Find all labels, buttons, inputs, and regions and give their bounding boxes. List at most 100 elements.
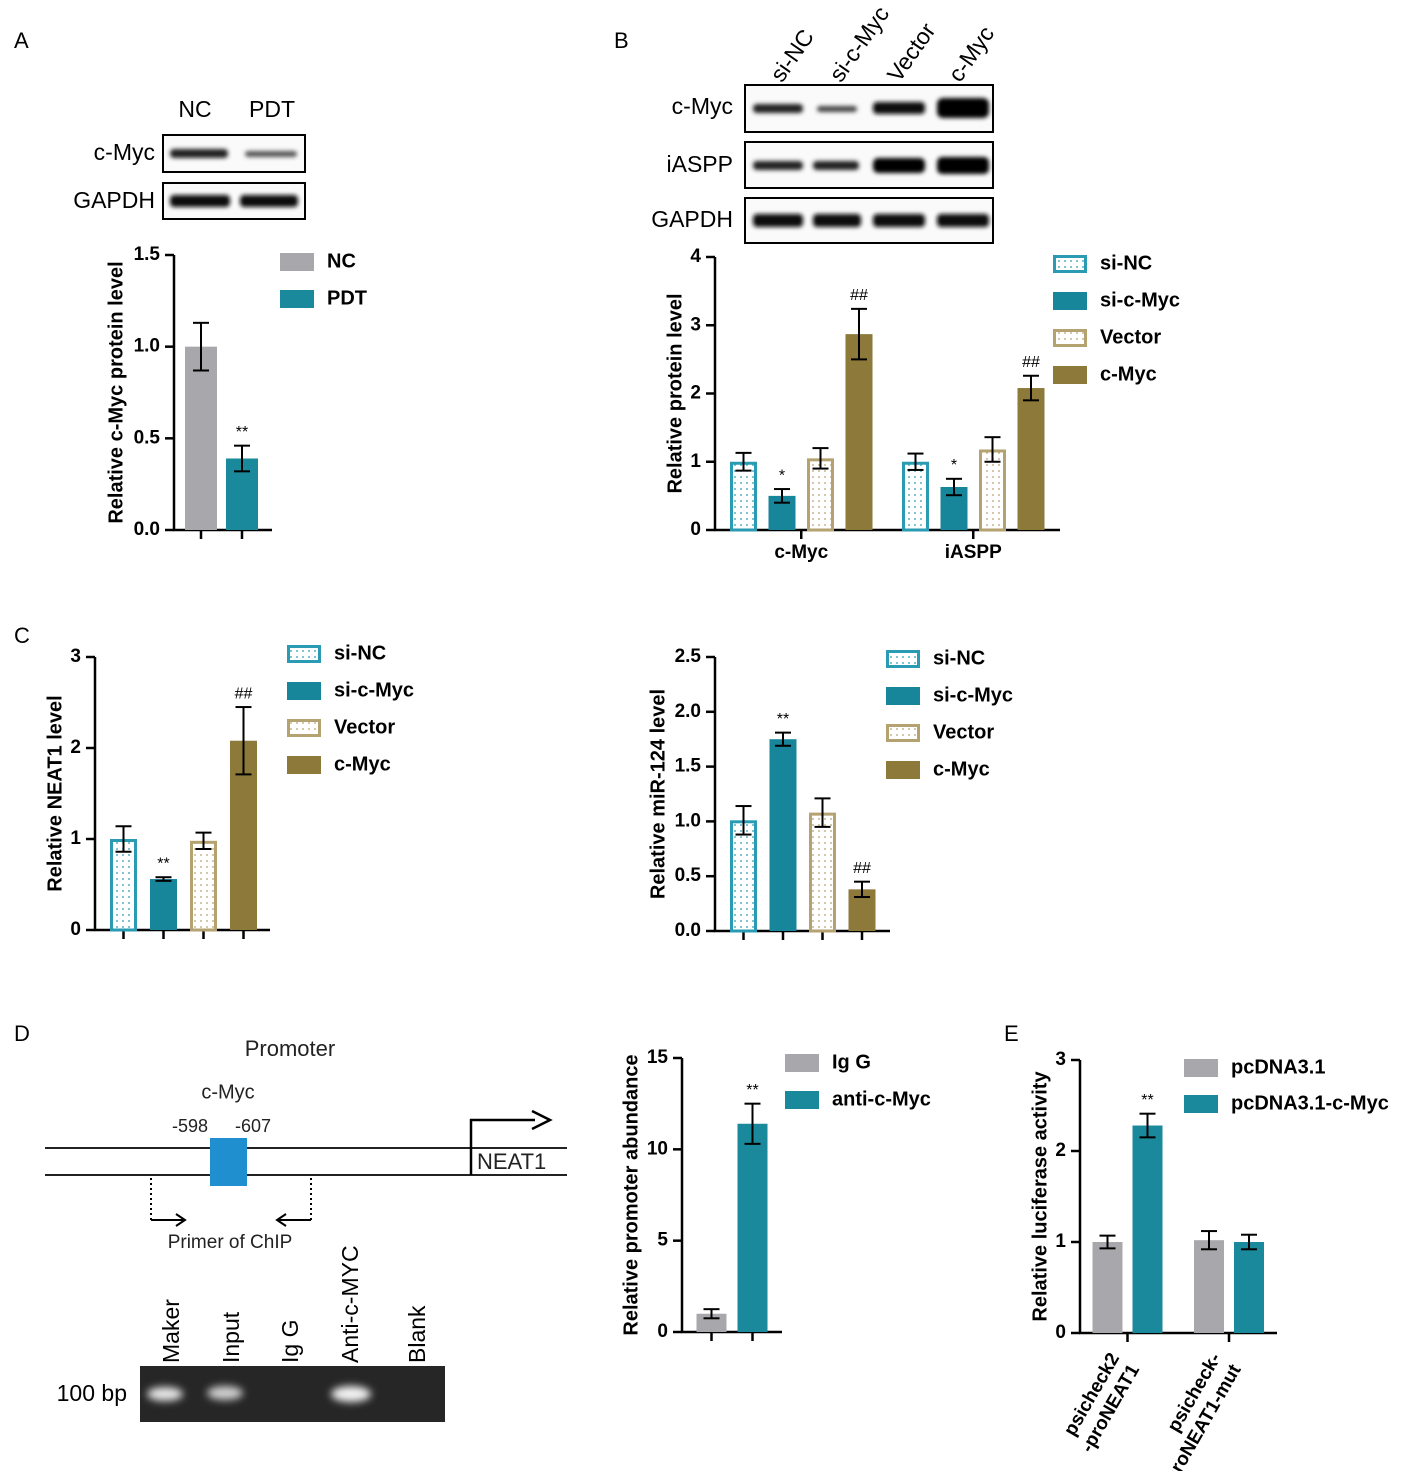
error-bar xyxy=(235,706,252,776)
band xyxy=(873,102,925,114)
legend-label: pcDNA3.1 xyxy=(1231,1056,1325,1078)
arrow-head xyxy=(531,1109,553,1131)
band xyxy=(937,157,989,174)
panel-label: E xyxy=(1004,1021,1019,1046)
band xyxy=(873,158,925,173)
bar-chart: 0 1 2 3 Relative NEAT1 level si-NC ** si-c-Myc V… xyxy=(44,642,414,940)
y-tick-label: 1 xyxy=(70,828,81,849)
panel-label: B xyxy=(614,28,629,53)
error-bar xyxy=(1023,374,1039,402)
error-bar xyxy=(193,321,209,372)
band xyxy=(813,161,859,170)
bar xyxy=(185,346,217,530)
significance-mark: ** xyxy=(746,1082,758,1099)
band xyxy=(170,149,228,158)
y-tick-label: 10 xyxy=(647,1138,668,1159)
legend-swatch xyxy=(287,682,321,700)
error-bar xyxy=(1201,1230,1217,1251)
band xyxy=(245,151,297,157)
bar xyxy=(730,461,757,532)
significance-mark: ## xyxy=(1022,354,1040,371)
y-tick-label: 2.5 xyxy=(675,646,702,667)
error-bar xyxy=(155,876,172,882)
lane-label: NC xyxy=(178,96,211,122)
bar xyxy=(1092,1242,1123,1333)
lane-label: Ig G xyxy=(277,1320,303,1363)
error-bar xyxy=(115,825,132,853)
gel: Maker Input Ig G Anti-c-MYC Blank 100 bp xyxy=(57,1245,445,1422)
bar xyxy=(809,812,836,933)
error-bar xyxy=(735,805,752,836)
y-axis-label: Relative c-Myc protein level xyxy=(105,261,127,523)
error-bar xyxy=(195,831,212,851)
y-tick-label: 1.5 xyxy=(134,244,161,265)
bar xyxy=(737,1123,768,1332)
site-label: -607 xyxy=(235,1116,271,1136)
y-tick-label: 1.0 xyxy=(675,810,701,831)
significance-mark: ## xyxy=(853,860,871,877)
y-axis-label: Relative protein level xyxy=(664,293,686,493)
band xyxy=(937,98,989,118)
x-tick-label: iASPP xyxy=(945,542,1002,563)
lane-label: si-NC xyxy=(765,24,819,86)
bar xyxy=(807,458,834,532)
legend-swatch xyxy=(1053,366,1087,384)
bar xyxy=(190,840,217,932)
y-tick-label: 1.0 xyxy=(134,336,160,357)
legend-swatch xyxy=(886,650,920,668)
error-bar xyxy=(774,488,790,504)
row-label: iASPP xyxy=(667,151,733,177)
band xyxy=(207,1386,243,1400)
site-label: -598 xyxy=(172,1116,208,1136)
legend-swatch xyxy=(785,1054,819,1072)
lane-label: PDT xyxy=(249,96,295,122)
error-bar xyxy=(984,436,1001,463)
error-bar xyxy=(812,447,829,470)
legend-swatch xyxy=(1184,1059,1218,1077)
legend-label: si-NC xyxy=(1100,252,1152,274)
significance-mark: ** xyxy=(777,711,789,728)
lane-label: Vector xyxy=(882,18,941,87)
band xyxy=(147,1387,183,1401)
error-bar xyxy=(234,444,250,473)
panel-label: C xyxy=(14,623,30,648)
legend-label: c-Myc xyxy=(334,753,391,775)
row-label: c-Myc xyxy=(672,93,733,119)
blot-a: NC PDT c-Myc GAPDH xyxy=(73,96,306,220)
legend-label: Vector xyxy=(334,716,395,738)
bar xyxy=(1132,1125,1163,1333)
y-tick-label: 1.5 xyxy=(675,756,702,777)
gel-image xyxy=(140,1366,445,1422)
error-bar xyxy=(703,1308,720,1320)
promoter-diagram: Promoter c-Myc -598 -607 NEAT1 Primer of… xyxy=(45,1036,567,1253)
error-bar xyxy=(1241,1233,1257,1251)
legend-label: Vector xyxy=(1100,326,1161,348)
significance-mark: ## xyxy=(850,287,868,304)
legend-swatch xyxy=(886,724,920,742)
significance-mark: ## xyxy=(235,685,253,702)
y-tick-label: 0 xyxy=(70,919,81,940)
y-tick-label: 5 xyxy=(657,1230,668,1251)
error-bar xyxy=(814,797,831,828)
band xyxy=(753,214,803,227)
primer-label: Primer of ChIP xyxy=(168,1232,293,1253)
significance-mark: ** xyxy=(236,424,248,441)
y-tick-label: 4 xyxy=(690,246,701,267)
y-tick-label: 3 xyxy=(1055,1049,1066,1070)
y-tick-label: 0.0 xyxy=(675,920,701,941)
bar xyxy=(845,334,873,530)
legend-label: Ig G xyxy=(832,1051,871,1073)
legend-swatch xyxy=(1053,255,1087,273)
bar xyxy=(110,839,137,932)
y-tick-label: 2 xyxy=(690,383,701,404)
y-axis-label: Relative promoter abundance xyxy=(620,1054,642,1335)
lane-label: c-Myc xyxy=(943,21,999,86)
legend-label: Vector xyxy=(933,721,994,743)
bar xyxy=(769,739,797,931)
x-tick-label: c-Myc xyxy=(774,542,828,563)
legend-label: si-NC xyxy=(933,647,985,669)
row-label: c-Myc xyxy=(94,139,155,165)
band xyxy=(170,195,230,207)
gene-label: NEAT1 xyxy=(477,1149,546,1174)
